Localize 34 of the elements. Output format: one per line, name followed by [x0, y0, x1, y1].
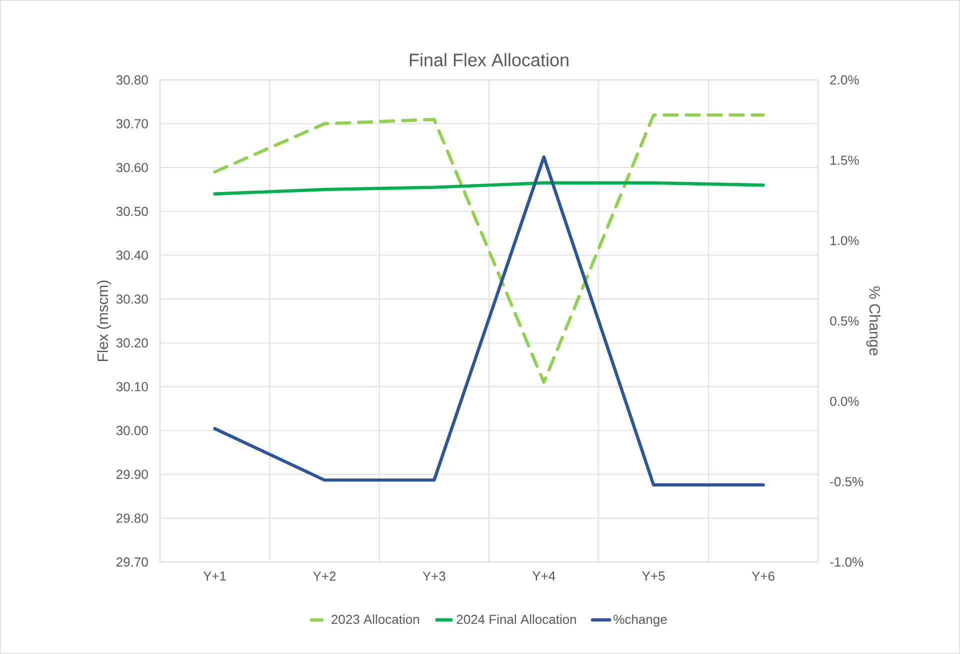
x-tick-label: Y+1 [203, 572, 226, 581]
x-tick-label: Y+2 [313, 572, 336, 581]
line-series [213, 155, 765, 487]
y2-tick-label: 1.5% [830, 156, 859, 165]
y2-tick-label: 1.0% [830, 236, 859, 246]
y-tick-label: 30.30 [116, 294, 148, 304]
y-tick-label: 29.90 [116, 470, 148, 479]
y2-tick-label: 0.0% [830, 396, 859, 406]
y-tick-label: 30.00 [116, 426, 148, 436]
y-tick-label: 30.20 [116, 338, 148, 348]
y2-axis-title: % Change [866, 286, 880, 356]
y-tick-label: 30.40 [116, 250, 148, 260]
y2-tick-label: 0.5% [830, 316, 859, 326]
y2-tick-label: 2.0% [830, 75, 859, 85]
y-tick-label: 29.70 [116, 557, 148, 567]
y-tick-label: 30.60 [116, 162, 148, 172]
legend-label: 2023 Allocation [332, 614, 419, 624]
line-series [213, 113, 765, 384]
y-tick-label: 30.10 [116, 382, 148, 392]
y-tick-label: 30.50 [116, 206, 148, 216]
legend-label: %change [614, 614, 667, 627]
x-tick-label: Y+6 [752, 572, 774, 581]
y2-tick-label: -1.0% [830, 557, 864, 567]
y-tick-label: 30.70 [116, 119, 148, 128]
x-tick-label: Y+5 [642, 572, 665, 581]
y-tick-label: 30.80 [116, 75, 148, 85]
line-series [213, 181, 765, 196]
x-tick-label: Y+4 [532, 572, 556, 581]
y-tick-label: 29.80 [116, 514, 148, 523]
y-axis-title: Flex (mscm) [97, 280, 111, 362]
legend-label: 2024 Final Allocation [456, 614, 576, 624]
x-tick-label: Y+3 [422, 572, 446, 581]
chart-title: Final Flex Allocation [410, 53, 568, 66]
y2-tick-label: -0.5% [830, 477, 864, 486]
